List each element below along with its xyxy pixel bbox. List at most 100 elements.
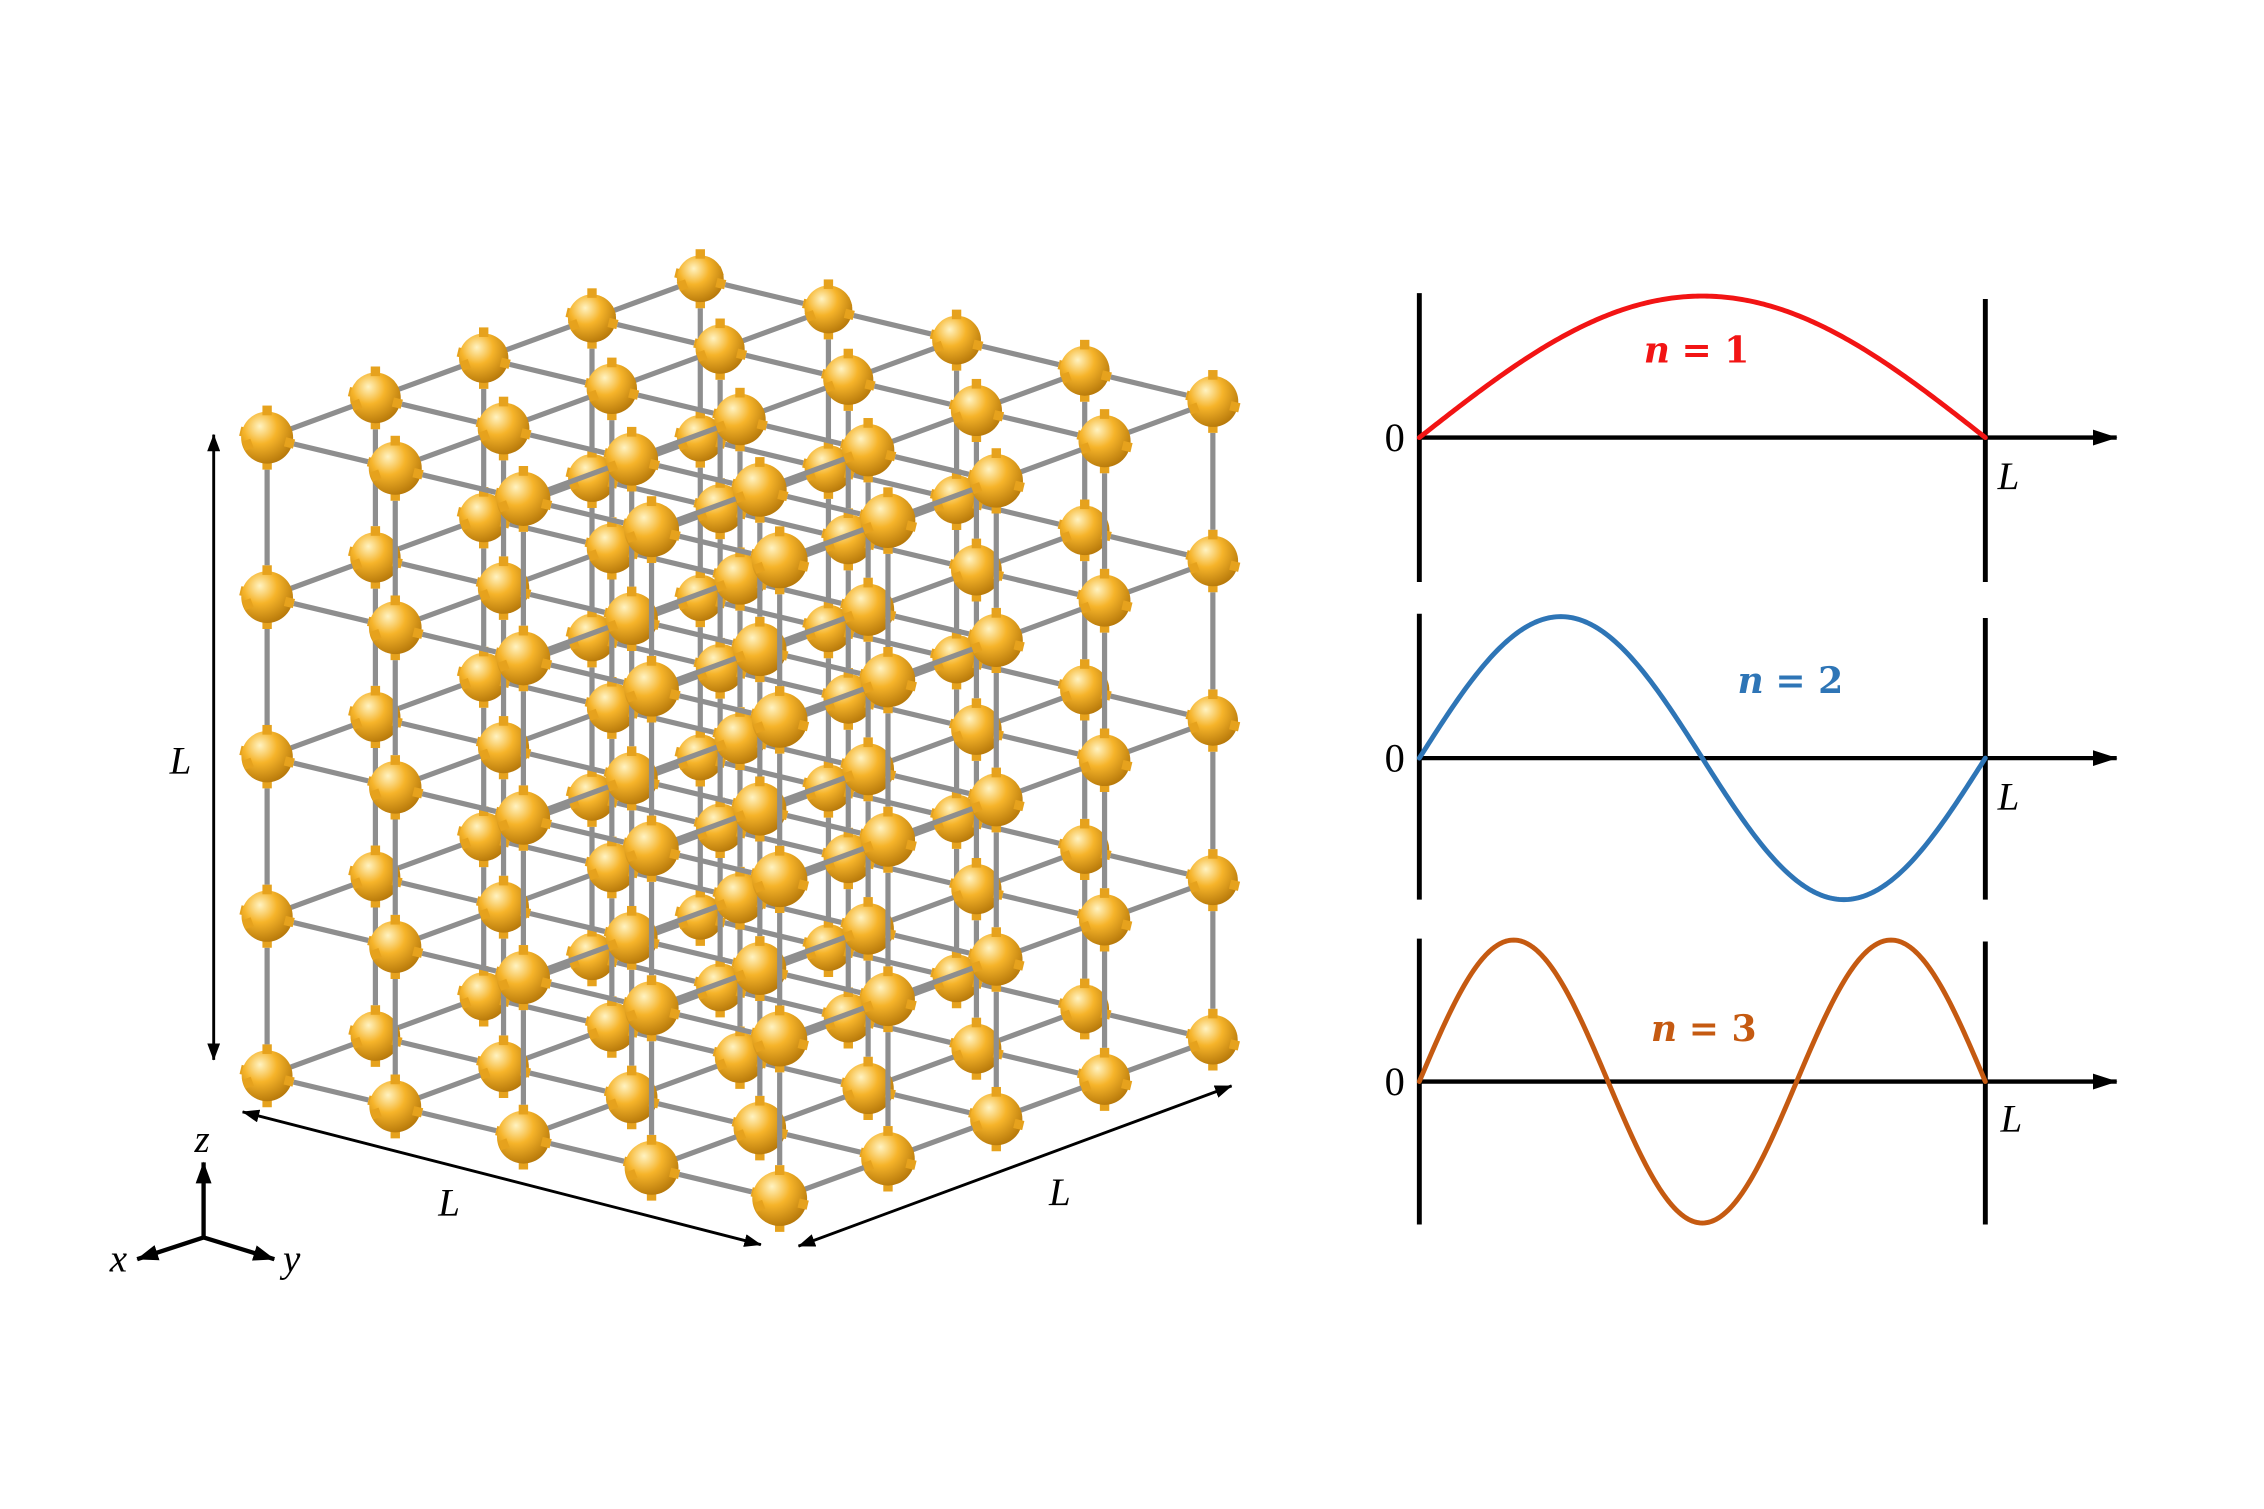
bond <box>397 1002 463 1031</box>
atom-sphere <box>714 872 766 924</box>
atom-sphere <box>241 1050 293 1102</box>
bond-stub <box>412 787 424 799</box>
atom-sphere <box>751 532 808 589</box>
bond-stub <box>1121 919 1133 931</box>
bond-stub <box>478 748 491 761</box>
bond <box>529 591 606 615</box>
bond <box>550 662 625 685</box>
bond-stub <box>1013 1118 1025 1131</box>
atom <box>1076 568 1133 633</box>
bond <box>981 343 1060 368</box>
bond-stub <box>1121 1079 1133 1091</box>
atom-sphere <box>241 411 294 464</box>
bond-stub <box>606 779 619 792</box>
bond <box>418 594 482 622</box>
bond-stub <box>1079 920 1092 933</box>
bond-stub <box>648 459 660 471</box>
atom-sphere <box>568 613 616 662</box>
atom <box>1076 1047 1133 1111</box>
atom <box>239 565 296 629</box>
bond-stub <box>970 1120 983 1133</box>
bond <box>678 852 753 876</box>
bond <box>529 432 606 456</box>
atom-sphere <box>496 631 551 686</box>
bond-stub <box>1121 759 1133 772</box>
bond <box>418 434 481 462</box>
bond <box>890 735 955 764</box>
atom-sphere <box>823 514 874 565</box>
bond-stub <box>350 717 363 730</box>
atom-sphere <box>860 652 916 708</box>
bond <box>894 932 970 956</box>
bond-stub <box>568 957 580 970</box>
atom-sphere <box>860 493 916 548</box>
bond <box>998 536 1063 564</box>
bond <box>658 622 733 646</box>
bond <box>803 846 865 873</box>
atom <box>967 448 1025 514</box>
bond <box>658 463 733 486</box>
bond-stub <box>734 1129 747 1142</box>
bond-stub <box>951 571 964 583</box>
bond-stub <box>1060 1009 1073 1022</box>
bond-stub <box>823 859 836 872</box>
bond <box>657 1101 734 1125</box>
atom <box>1076 409 1133 474</box>
bond <box>546 465 609 493</box>
bond-stub <box>970 960 983 973</box>
atom-sphere <box>677 734 724 781</box>
atom-sphere <box>496 1110 550 1164</box>
atom <box>1076 728 1133 793</box>
bond <box>1019 447 1082 475</box>
bond <box>890 576 955 604</box>
bond-stub <box>1188 402 1200 415</box>
bond-stub <box>797 879 810 891</box>
bond-stub <box>843 929 855 942</box>
bond-stub <box>804 310 817 322</box>
bond-stub <box>520 428 532 440</box>
atom <box>802 279 855 340</box>
atom-sphere <box>823 833 873 884</box>
bond-stub <box>734 491 746 504</box>
atom-sphere <box>733 942 787 995</box>
height-dimension: L <box>169 433 221 1061</box>
atom-sphere <box>733 782 787 836</box>
bond <box>401 561 478 585</box>
atom <box>839 418 897 483</box>
atom <box>750 845 810 914</box>
atom-sphere <box>478 1041 529 1093</box>
atom-sphere <box>932 475 981 524</box>
bond-stub <box>823 380 836 393</box>
bond-stub <box>823 699 836 712</box>
bond-stub <box>1060 850 1073 863</box>
bond <box>289 403 354 432</box>
bond <box>525 713 590 742</box>
bond-stub <box>695 509 708 522</box>
bond-stub <box>459 837 472 850</box>
bond <box>637 392 714 416</box>
atom <box>366 595 424 661</box>
bond <box>679 533 752 557</box>
bond <box>634 354 699 383</box>
atom <box>565 288 619 349</box>
atom-sphere <box>477 722 530 774</box>
atom-sphere <box>804 285 853 334</box>
bond <box>786 1132 862 1155</box>
bond-stub <box>677 757 689 770</box>
atom-sphere <box>605 752 658 805</box>
bond-stub <box>696 828 708 841</box>
atom-sphere <box>1187 376 1239 427</box>
atom-sphere <box>969 454 1023 508</box>
bond-stub <box>540 658 553 670</box>
length-label: L <box>437 1181 460 1224</box>
bond-stub <box>497 819 510 832</box>
mode-value: = 1 <box>1681 328 1749 371</box>
atom <box>731 457 789 523</box>
bond <box>1002 892 1079 916</box>
bond-stub <box>242 917 254 930</box>
axis-triad: z x y <box>109 1118 301 1281</box>
atom <box>693 478 747 540</box>
atom-sphere <box>932 635 981 684</box>
atom <box>622 975 681 1042</box>
